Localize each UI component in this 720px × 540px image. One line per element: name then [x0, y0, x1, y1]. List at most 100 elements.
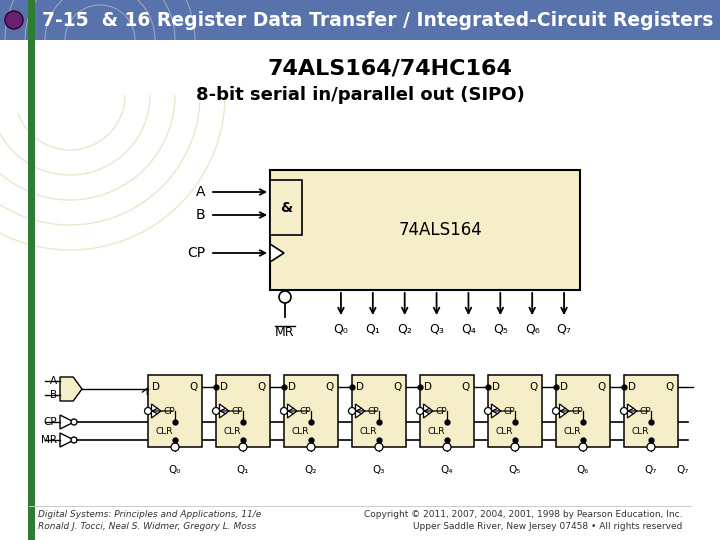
- Bar: [28, 0, 35, 540]
- Bar: [270, 170, 580, 290]
- Text: Q₆: Q₆: [577, 465, 589, 475]
- Circle shape: [5, 11, 23, 29]
- Text: A: A: [196, 185, 205, 199]
- Text: CLR: CLR: [292, 428, 310, 436]
- Circle shape: [552, 408, 559, 415]
- Text: D: D: [424, 382, 432, 392]
- Polygon shape: [220, 404, 229, 418]
- Text: CLR: CLR: [632, 428, 649, 436]
- Text: 74ALS164: 74ALS164: [399, 221, 483, 239]
- Circle shape: [71, 419, 77, 425]
- Text: Digital Systems: Principles and Applications, 11/e: Digital Systems: Principles and Applicat…: [38, 510, 261, 519]
- Text: Q₇: Q₇: [645, 465, 657, 475]
- Polygon shape: [60, 415, 74, 429]
- Text: Q₂: Q₂: [305, 465, 318, 475]
- Polygon shape: [270, 244, 284, 262]
- Text: D: D: [220, 382, 228, 392]
- Polygon shape: [356, 404, 365, 418]
- Polygon shape: [60, 433, 74, 447]
- Text: Q₃: Q₃: [429, 322, 444, 335]
- Text: CP: CP: [232, 407, 243, 415]
- Text: Q: Q: [530, 382, 538, 392]
- Bar: [0, 0, 720, 40]
- Text: CP: CP: [300, 407, 312, 415]
- Text: Q: Q: [190, 382, 198, 392]
- Text: CLR: CLR: [360, 428, 377, 436]
- Circle shape: [443, 443, 451, 451]
- Text: MR: MR: [275, 326, 294, 339]
- Text: CP: CP: [436, 407, 448, 415]
- Text: Q: Q: [462, 382, 470, 392]
- Circle shape: [348, 408, 356, 415]
- Text: Q: Q: [666, 382, 674, 392]
- Text: CP: CP: [640, 407, 652, 415]
- Bar: [352, 375, 406, 447]
- Text: MR: MR: [41, 435, 57, 445]
- Bar: [148, 375, 202, 447]
- Text: D: D: [628, 382, 636, 392]
- Text: CLR: CLR: [428, 428, 446, 436]
- Circle shape: [171, 443, 179, 451]
- Polygon shape: [628, 404, 637, 418]
- Bar: [420, 375, 474, 447]
- Text: Upper Saddle River, New Jersey 07458 • All rights reserved: Upper Saddle River, New Jersey 07458 • A…: [413, 522, 682, 531]
- Text: D: D: [288, 382, 296, 392]
- Polygon shape: [60, 377, 82, 401]
- Circle shape: [647, 443, 655, 451]
- Text: A: A: [50, 376, 57, 386]
- Text: Q₇: Q₇: [557, 322, 572, 335]
- Bar: [624, 375, 678, 447]
- Text: Q₁: Q₁: [365, 322, 380, 335]
- Circle shape: [71, 437, 77, 443]
- Text: 74ALS164/74HC164: 74ALS164/74HC164: [268, 58, 513, 78]
- Text: &: &: [280, 200, 292, 214]
- Circle shape: [375, 443, 383, 451]
- Bar: [28, 0, 35, 540]
- Text: D: D: [492, 382, 500, 392]
- Text: Q₆: Q₆: [525, 322, 539, 335]
- Text: Q₃: Q₃: [373, 465, 385, 475]
- Text: CP: CP: [368, 407, 379, 415]
- Text: CLR: CLR: [156, 428, 174, 436]
- Circle shape: [511, 443, 519, 451]
- Text: CP: CP: [504, 407, 516, 415]
- Text: B: B: [195, 208, 205, 222]
- Text: Q₄: Q₄: [461, 322, 476, 335]
- Text: CLR: CLR: [224, 428, 241, 436]
- Circle shape: [145, 408, 151, 415]
- Circle shape: [485, 408, 492, 415]
- Polygon shape: [423, 404, 433, 418]
- Text: CLR: CLR: [496, 428, 513, 436]
- Text: Q: Q: [598, 382, 606, 392]
- Bar: [488, 375, 542, 447]
- Text: CP: CP: [187, 246, 205, 260]
- Text: Q₀: Q₀: [168, 465, 181, 475]
- Text: 8-bit serial in/parallel out (SIPO): 8-bit serial in/parallel out (SIPO): [196, 86, 524, 104]
- Bar: [556, 375, 610, 447]
- Text: CP: CP: [572, 407, 584, 415]
- Text: Q₁: Q₁: [237, 465, 249, 475]
- Text: D: D: [356, 382, 364, 392]
- Circle shape: [621, 408, 628, 415]
- Text: Q: Q: [258, 382, 266, 392]
- Bar: [270, 180, 302, 235]
- Polygon shape: [492, 404, 501, 418]
- Circle shape: [281, 408, 287, 415]
- Polygon shape: [287, 404, 297, 418]
- Bar: [284, 375, 338, 447]
- Text: B: B: [50, 390, 57, 400]
- Circle shape: [579, 443, 587, 451]
- Text: 7-15  & 16 Register Data Transfer / Integrated-Circuit Registers: 7-15 & 16 Register Data Transfer / Integ…: [42, 10, 714, 30]
- Text: D: D: [152, 382, 160, 392]
- Circle shape: [212, 408, 220, 415]
- Circle shape: [307, 443, 315, 451]
- Polygon shape: [559, 404, 569, 418]
- Text: Copyright © 2011, 2007, 2004, 2001, 1998 by Pearson Education, Inc.: Copyright © 2011, 2007, 2004, 2001, 1998…: [364, 510, 682, 519]
- Text: Q₅: Q₅: [509, 465, 521, 475]
- Bar: [216, 375, 270, 447]
- Circle shape: [416, 408, 423, 415]
- Text: Q₇: Q₇: [677, 465, 689, 475]
- Text: Q₀: Q₀: [333, 322, 348, 335]
- Text: CLR: CLR: [564, 428, 582, 436]
- Circle shape: [239, 443, 247, 451]
